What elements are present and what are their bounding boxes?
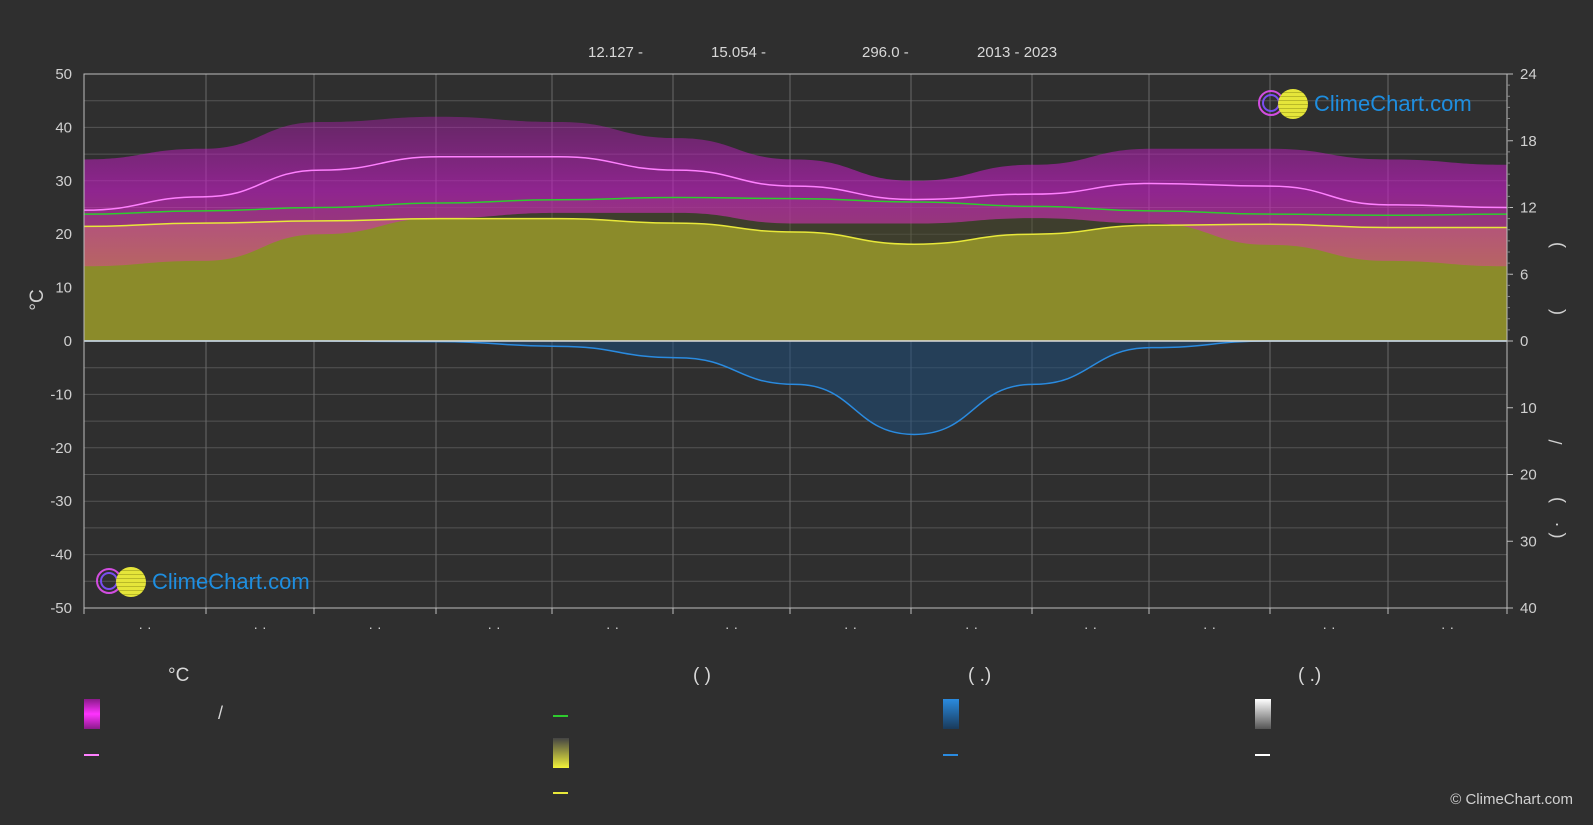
legend-sunshine-swatch xyxy=(553,738,569,768)
data-lines xyxy=(83,156,1508,436)
legend-avg-high-swatch xyxy=(84,754,99,756)
right-top-tick-label: 24 xyxy=(1520,66,1537,83)
right-top-tick-label: 0 xyxy=(1520,333,1528,350)
month-label: · · xyxy=(1322,619,1335,635)
month-label: · · xyxy=(844,619,857,635)
month-label: · · xyxy=(138,619,151,635)
legend-snow-line-swatch xyxy=(1255,754,1270,756)
right-axis-label: ) xyxy=(1546,497,1566,503)
legend-slash: / xyxy=(218,703,224,723)
left-tick-label: 50 xyxy=(55,66,72,83)
month-label: · · xyxy=(368,619,381,635)
avg-high-line xyxy=(83,156,1508,211)
data-areas xyxy=(84,116,1507,435)
legend-rain-swatch xyxy=(943,699,959,729)
month-label: · · xyxy=(253,619,266,635)
left-tick-label: -20 xyxy=(50,440,72,457)
temperature-band xyxy=(84,116,1507,267)
month-label: · · xyxy=(1441,619,1454,635)
left-tick-label: -40 xyxy=(50,547,72,564)
left-tick-label: -30 xyxy=(50,493,72,510)
month-label: · · xyxy=(725,619,738,635)
logo-text: ClimeChart.com xyxy=(1314,91,1472,116)
sunshine-area-fill xyxy=(84,218,1507,341)
logo-text: ClimeChart.com xyxy=(152,569,310,594)
logo-icon xyxy=(1258,88,1310,120)
right-axis-label: ( · xyxy=(1546,522,1566,539)
legend-temperature-header: °C xyxy=(168,665,190,686)
axes: 50 40 30 20 10 0 -10 -20 -30 -40 -50 °C 24 18 12 6 0 10 20… xyxy=(27,66,1566,635)
left-tick-label: 0 xyxy=(64,333,72,350)
legend-rain-header: ( .) xyxy=(968,665,992,686)
legend-sunshine-line-swatch xyxy=(553,792,568,794)
header-years: 2013 - 2023 xyxy=(977,44,1058,61)
copyright: © ClimeChart.com xyxy=(1450,791,1573,808)
right-top-tick-label: 12 xyxy=(1520,200,1537,217)
left-tick-label: -50 xyxy=(50,600,72,617)
month-label: · · xyxy=(1203,619,1216,635)
daylight-line xyxy=(83,196,1508,217)
header-latitude: 12.127 - xyxy=(588,44,644,61)
right-axis-label: ( xyxy=(1546,309,1566,315)
header-elevation: 296.0 - xyxy=(862,44,909,61)
right-top-tick-label: 6 xyxy=(1520,266,1528,283)
legend-temp-band-swatch xyxy=(84,699,100,729)
left-tick-label: 40 xyxy=(55,119,72,136)
legend-snow-header: ( .) xyxy=(1298,665,1322,686)
right-axis-label: ) xyxy=(1546,242,1566,248)
legend-sun-header: ( ) xyxy=(693,665,711,686)
precip-area xyxy=(84,341,1507,435)
right-bottom-tick-label: 30 xyxy=(1520,533,1537,550)
header-longitude: 15.054 - xyxy=(711,44,767,61)
legend-swatches xyxy=(84,699,1271,794)
month-label: · · xyxy=(606,619,619,635)
legend-daylight-swatch xyxy=(553,715,568,717)
sunshine-line xyxy=(83,217,1507,245)
month-label: · · xyxy=(1084,619,1097,635)
month-label: · · xyxy=(487,619,500,635)
left-tick-label: 30 xyxy=(55,173,72,190)
logo-bottom[interactable]: ClimeChart.com xyxy=(96,566,310,598)
month-label: · · xyxy=(965,619,978,635)
left-tick-label: -10 xyxy=(50,386,72,403)
right-bottom-tick-label: 40 xyxy=(1520,600,1537,617)
left-tick-label: 10 xyxy=(55,280,72,297)
right-bottom-tick-label: 10 xyxy=(1520,400,1537,417)
legend-rain-line-swatch xyxy=(943,754,958,756)
right-bottom-tick-label: 20 xyxy=(1520,467,1537,484)
left-tick-label: 20 xyxy=(55,226,72,243)
logo-top[interactable]: ClimeChart.com xyxy=(1258,88,1472,120)
right-axis-label: / xyxy=(1546,439,1566,444)
left-axis-label: °C xyxy=(27,289,48,310)
right-top-tick-label: 18 xyxy=(1520,133,1537,150)
logo-icon xyxy=(96,566,148,598)
legend-snow-swatch xyxy=(1255,699,1271,729)
